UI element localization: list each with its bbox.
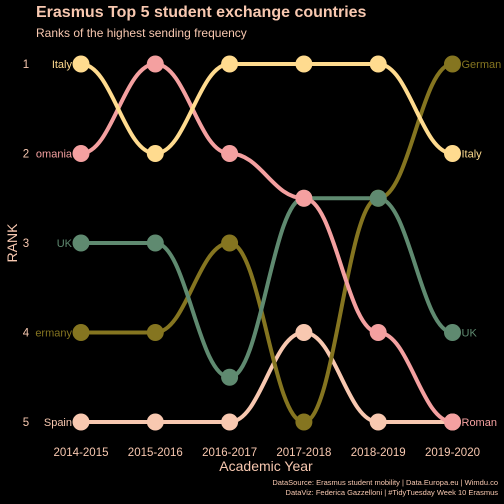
point-italy-2016-2017 <box>221 55 239 73</box>
x-tick-2018-2019: 2018-2019 <box>351 447 406 459</box>
x-tick-2015-2016: 2015-2016 <box>128 447 183 459</box>
x-tick-2014-2015: 2014-2015 <box>54 447 109 459</box>
end-label-germany: German <box>462 59 502 71</box>
point-italy-2017-2018 <box>295 55 313 73</box>
point-germany-2014-2015 <box>72 324 90 341</box>
point-uk-2018-2019 <box>369 189 387 207</box>
point-uk-2015-2016 <box>146 234 164 252</box>
y-axis-ticks: 1 2 3 4 5 <box>23 59 30 429</box>
x-axis-title: Academic Year <box>219 458 313 474</box>
point-italy-2019-2020 <box>444 145 461 162</box>
start-label-uk: UK <box>57 238 73 250</box>
point-spain-2015-2016 <box>146 413 164 431</box>
point-italy-2014-2015 <box>72 55 90 73</box>
x-tick-2017-2018: 2017-2018 <box>276 447 331 459</box>
point-uk-2019-2020 <box>444 324 461 341</box>
x-tick-2016-2017: 2016-2017 <box>202 447 257 459</box>
series-line-romania <box>79 61 455 424</box>
chart-subtitle: Ranks of the highest sending frequency <box>36 26 247 40</box>
x-axis-ticks: 2014-2015 2015-2016 2016-2017 2017-2018 2018… <box>54 447 481 459</box>
start-label-spain: Spain <box>44 417 72 429</box>
series-line-italy <box>79 61 455 156</box>
start-label-italy: Italy <box>52 59 73 71</box>
point-italy-2018-2019 <box>369 55 387 73</box>
point-romania-2015-2016 <box>146 55 164 73</box>
point-germany-2016-2017 <box>221 234 239 252</box>
y-tick-2: 2 <box>23 149 29 161</box>
point-spain-2016-2017 <box>221 413 239 431</box>
y-tick-5: 5 <box>23 417 29 429</box>
y-axis-title: RANK <box>4 223 20 263</box>
end-label-uk: UK <box>462 328 478 340</box>
caption-line-1: DataSource: Erasmus student mobility | D… <box>272 478 498 487</box>
series-labels: Italy omania UK ermany Spain German Italy UK Rom… <box>35 59 501 429</box>
y-tick-1: 1 <box>23 59 29 71</box>
end-label-romania: Roman <box>462 417 497 429</box>
series-points <box>72 55 461 431</box>
point-uk-2014-2015 <box>72 234 90 252</box>
start-label-romania: omania <box>36 149 73 161</box>
point-italy-2015-2016 <box>146 145 164 162</box>
point-romania-2018-2019 <box>369 324 387 341</box>
y-tick-3: 3 <box>23 238 29 250</box>
point-spain-2018-2019 <box>369 413 387 431</box>
point-romania-2017-2018 <box>295 189 313 207</box>
x-tick-2019-2020: 2019-2020 <box>425 447 480 459</box>
point-spain-2014-2015 <box>72 413 90 431</box>
point-germany-2017-2018 <box>295 413 313 431</box>
point-romania-2019-2020 <box>444 413 461 431</box>
chart-title: Erasmus Top 5 student exchange countries <box>36 4 367 21</box>
y-tick-4: 4 <box>23 328 30 340</box>
point-romania-2014-2015 <box>72 145 90 162</box>
caption-line-2: DataViz: Federica Gazzelloni | #TidyTues… <box>286 488 499 497</box>
point-spain-2017-2018 <box>295 324 313 341</box>
start-label-germany: ermany <box>35 328 72 340</box>
point-romania-2016-2017 <box>221 145 239 162</box>
end-label-italy: Italy <box>462 149 483 161</box>
series-line-germany <box>79 62 455 425</box>
point-germany-2015-2016 <box>146 324 164 341</box>
point-germany-2019-2020 <box>444 55 461 73</box>
point-uk-2016-2017 <box>221 368 239 386</box>
